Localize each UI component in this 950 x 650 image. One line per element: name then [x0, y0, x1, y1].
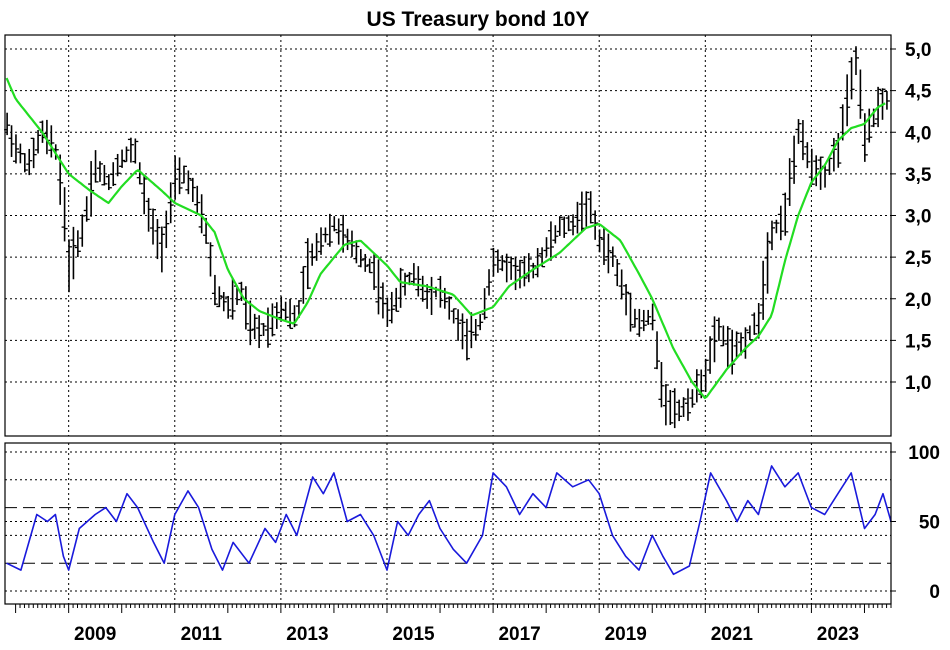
- main-y-tick-label: 2,5: [905, 248, 932, 269]
- x-tick-label: 2019: [605, 624, 647, 645]
- oscillator-line: [6, 465, 892, 576]
- main-panel-frame: [4, 34, 892, 437]
- chart-title: US Treasury bond 10Y: [367, 8, 590, 31]
- main-panel: 1,0 1,5 2,0 2,5 3,0 3,5 4,0 4,5 5,0: [4, 34, 932, 437]
- osc-y-tick-label: 50: [919, 513, 940, 534]
- osc-y-tick-label: 100: [908, 443, 940, 464]
- oscillator-gridlines: [5, 443, 891, 604]
- oscillator-panel-frame: [4, 442, 892, 605]
- main-y-tick-label: 1,5: [905, 331, 932, 352]
- x-tick-label: 2015: [392, 624, 435, 645]
- moving-average-line: [5, 77, 886, 400]
- osc-y-tick-label: 0: [929, 582, 940, 603]
- oscillator-y-axis-labels: 0 50 100: [891, 443, 940, 603]
- oscillator-panel: 0 50 100: [4, 442, 940, 605]
- x-tick-label: 2013: [286, 624, 328, 645]
- x-tick-label: 2011: [181, 624, 223, 645]
- x-tick-label: 2021: [711, 624, 754, 645]
- main-gridlines: [5, 35, 891, 436]
- x-axis: 2009 2011 2013 2015 2017 2019 2021 2023: [15, 604, 892, 645]
- main-y-tick-label: 3,0: [905, 207, 931, 228]
- main-y-tick-label: 3,5: [905, 165, 932, 186]
- main-y-tick-label: 2,0: [905, 290, 931, 311]
- x-tick-label: 2017: [498, 624, 540, 645]
- main-y-axis-labels: 1,0 1,5 2,0 2,5 3,0 3,5 4,0 4,5 5,0: [891, 40, 932, 394]
- main-y-tick-label: 5,0: [905, 40, 931, 61]
- main-y-tick-label: 1,0: [905, 373, 931, 394]
- main-y-tick-label: 4,0: [905, 123, 931, 144]
- price-bars: [4, 46, 890, 429]
- main-y-tick-label: 4,5: [905, 82, 932, 103]
- x-tick-label: 2023: [817, 624, 859, 645]
- x-tick-label: 2009: [74, 624, 116, 645]
